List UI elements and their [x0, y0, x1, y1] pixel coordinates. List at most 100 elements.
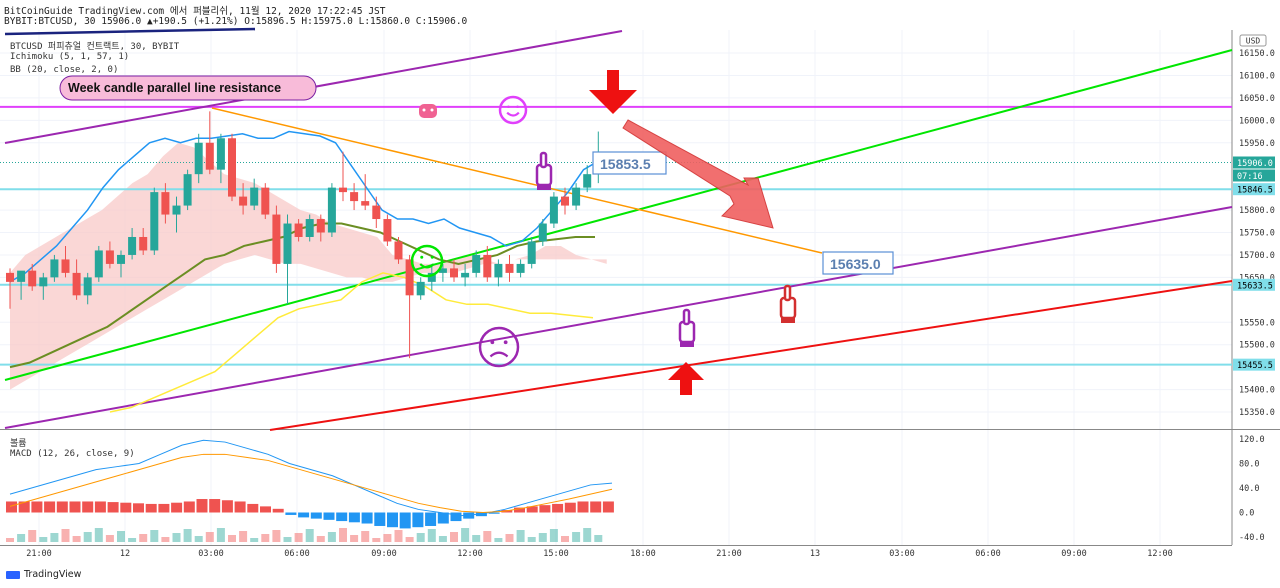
macd-tick-label: 80.0 — [1239, 460, 1259, 470]
volume-bar — [172, 533, 181, 542]
price-tick-label: 16000.0 — [1239, 116, 1275, 126]
time-tick-label: 03:00 — [198, 549, 224, 559]
candle-body — [139, 236, 148, 251]
volume-bar — [339, 528, 347, 542]
volume-bar — [239, 531, 248, 542]
macd-histogram-bar — [577, 501, 589, 513]
smiley-green-icon — [410, 244, 444, 278]
level-badge-bg — [1233, 358, 1275, 371]
candle-body — [294, 223, 303, 237]
price-tick-label: 15800.0 — [1239, 206, 1275, 216]
pig-eye — [430, 108, 434, 112]
time-tick-label: 12:00 — [457, 549, 483, 559]
macd-legend[interactable]: MACD (12, 26, close, 9) — [10, 449, 135, 459]
macd-histogram-bar — [539, 505, 551, 513]
callout-low-box — [822, 251, 894, 275]
bb-legend[interactable]: BB (20, close, 2, 0) — [10, 65, 119, 75]
macd-histogram-bar — [6, 501, 17, 513]
candle-body — [194, 142, 203, 175]
hand-pointer-purple-icon-cuff — [537, 185, 551, 190]
candle-body — [205, 142, 214, 170]
macd-tick-label: 0.0 — [1239, 509, 1254, 519]
symbol-legend[interactable]: BTCUSD 퍼피츄얼 컨트랙트, 30, BYBIT — [10, 42, 180, 52]
volume-bar — [461, 528, 470, 542]
macd-histogram-bar — [145, 503, 157, 513]
macd-tick-label: -40.0 — [1239, 533, 1265, 543]
candle-body — [527, 241, 536, 264]
pig-face-icon — [419, 104, 437, 118]
smiley-green-icon-eye — [420, 255, 424, 259]
time-tick-label: 06:00 — [284, 549, 310, 559]
publish-info: BitCoinGuide TradingView.com 에서 퍼블리쉬, 11… — [4, 6, 386, 17]
time-tick-label: 03:00 — [889, 549, 915, 559]
price-tick-label: 15650.0 — [1239, 273, 1275, 283]
candle-body — [361, 201, 370, 206]
volume-bar — [194, 536, 203, 542]
macd-histogram-bar — [526, 506, 538, 513]
projection-arrow-icon — [622, 119, 774, 229]
smiley-green-icon-eye — [430, 255, 434, 259]
drawings[interactable]: Week candle parallel line resistance 1585… — [59, 70, 894, 395]
candle-body — [549, 196, 558, 224]
countdown-badge: 07:16 — [1237, 172, 1263, 182]
volume-bar — [394, 530, 403, 542]
volume-bars — [6, 528, 603, 542]
signal-line — [9, 453, 613, 514]
volume-bar — [250, 538, 259, 542]
candle-body — [50, 259, 59, 278]
volume-bar — [105, 535, 114, 542]
price-axis-bg — [1232, 30, 1280, 565]
macd-histogram-bar — [323, 512, 335, 520]
candle-body — [339, 187, 347, 193]
down-arrow-icon — [589, 70, 637, 114]
smiley-magenta-icon-mouth — [506, 111, 520, 117]
macd-histogram-bar — [234, 501, 246, 513]
volume-bar — [139, 534, 148, 542]
volume-bar — [305, 529, 314, 542]
price-tick-label: 16150.0 — [1239, 49, 1275, 59]
ichimoku-legend[interactable]: Ichimoku (5, 1, 57, 1) — [10, 52, 130, 62]
price-tick-label: 15500.0 — [1239, 341, 1275, 351]
smiley-purple-icon-mouth — [489, 351, 509, 358]
volume-bar — [516, 530, 525, 542]
macd-histogram-bar — [437, 512, 449, 524]
time-tick-label: 09:00 — [1061, 549, 1087, 559]
candle-body — [117, 254, 125, 264]
time-tick-label: 21:00 — [26, 549, 52, 559]
price-tick-label: 15400.0 — [1239, 386, 1275, 396]
time-tick-label: 21:00 — [716, 549, 742, 559]
volume-bar — [361, 531, 370, 542]
volume-bar — [416, 533, 425, 542]
price-tick-label: 15750.0 — [1239, 229, 1275, 239]
candle-body — [105, 250, 114, 264]
macd-histogram-bar — [56, 501, 68, 513]
smiley-green-icon-mouth — [419, 263, 435, 269]
price-tick-label: 16100.0 — [1239, 71, 1275, 81]
volume-bar — [549, 529, 558, 542]
countdown-badge-bg — [1233, 169, 1275, 182]
macd-histogram-bar — [196, 499, 208, 513]
hand-pointer-red-icon-cuff — [781, 318, 795, 323]
candle-body — [272, 214, 281, 264]
volume-bar — [594, 535, 603, 542]
lower-purple-channel — [4, 206, 1233, 429]
candle-body — [416, 281, 425, 296]
volume-bar — [228, 535, 236, 542]
volume-bar — [183, 529, 192, 542]
tradingview-brand[interactable]: TradingView — [6, 569, 81, 580]
candle-body — [94, 250, 103, 278]
level-badge: 15633.5 — [1237, 281, 1273, 291]
candle-body — [572, 187, 581, 206]
candle-body — [83, 277, 92, 296]
yellow-ma — [109, 272, 594, 413]
volume-bar — [572, 532, 581, 542]
callout-high-label: 15853.5 — [600, 156, 651, 172]
navy-trendline — [4, 27, 256, 36]
macd-histogram-bar — [463, 512, 475, 519]
volume-legend[interactable]: 볼륨 — [10, 439, 27, 449]
hand-pointer-purple-icon-finger — [539, 151, 548, 169]
smiley-purple-icon — [478, 326, 520, 368]
cloud-area — [10, 142, 607, 390]
macd-histogram-bar — [348, 512, 360, 523]
